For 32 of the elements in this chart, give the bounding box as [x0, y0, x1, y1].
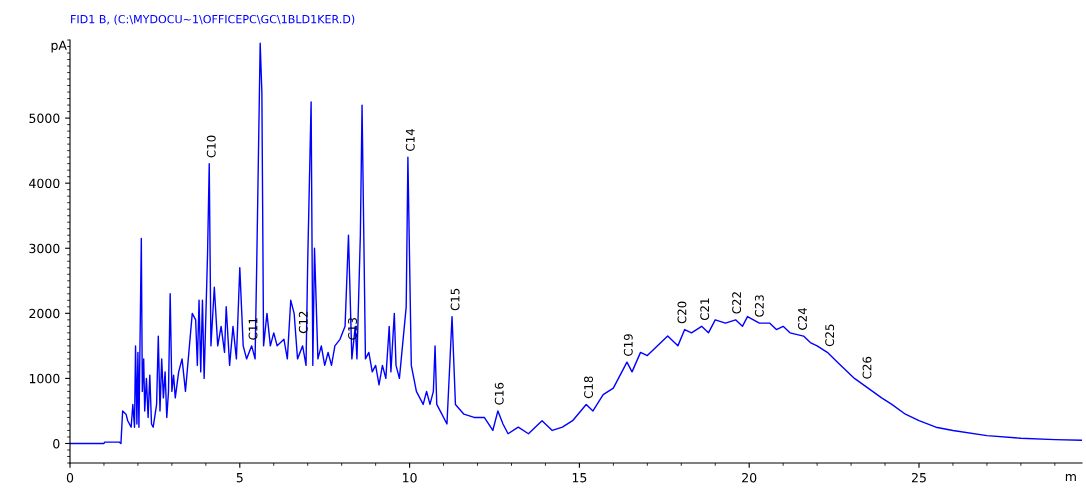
line-series: [70, 42, 1082, 445]
annotation: C14: [405, 128, 415, 151]
annotation: C23: [754, 295, 764, 317]
annotation: C12: [298, 311, 308, 334]
x-tick-label: 0: [66, 472, 74, 483]
y-tick-label: 2000: [29, 308, 60, 319]
annotation: C11: [248, 318, 258, 340]
annotation: C10: [206, 135, 216, 158]
annotation: C25: [825, 324, 835, 347]
x-axis-title: m: [1065, 473, 1076, 481]
x-tick-label: 5: [236, 473, 243, 483]
x-tick-label: 25: [911, 472, 926, 483]
y-tick-label: 1000: [29, 373, 60, 384]
annotation: C19: [623, 334, 633, 356]
annotation: C16: [494, 382, 504, 405]
x-tick-label: 20: [742, 472, 757, 483]
y-tick-label: 0: [53, 438, 60, 449]
annotation: C26: [862, 356, 872, 379]
y-axis-title: pA: [51, 40, 67, 53]
annotation: C13: [348, 317, 357, 340]
annotation: C20: [677, 301, 687, 324]
annotation: C24: [798, 307, 807, 330]
x-tick-label: 15: [572, 473, 587, 483]
y-tick-label: 3000: [29, 243, 60, 254]
y-tick-label: 4000: [29, 178, 60, 189]
annotation: C21: [700, 298, 710, 321]
x-tick-label: 10: [403, 472, 417, 483]
annotation: C18: [584, 376, 594, 399]
annotation: C15: [450, 288, 460, 311]
annotation: C22: [732, 292, 742, 314]
y-tick-label: 5000: [29, 113, 60, 124]
chart-title: FID1 B, (C:\MYDOCU~1\OFFICEPC\GC\1BLD1KER.D): [71, 14, 355, 25]
